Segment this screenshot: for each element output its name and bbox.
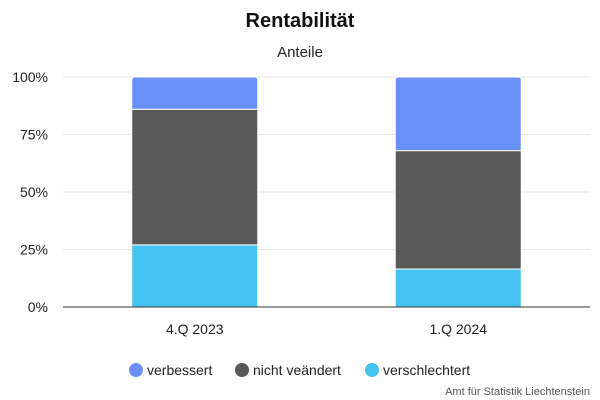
legend-label: verbessert bbox=[147, 362, 212, 378]
y-tick-label: 100% bbox=[12, 69, 48, 85]
y-axis: 0% 25% 50% 75% 100% bbox=[12, 69, 48, 315]
bars bbox=[131, 76, 522, 308]
legend-item[interactable]: verbessert bbox=[129, 362, 212, 378]
y-tick-label: 75% bbox=[20, 127, 48, 143]
x-axis: 4.Q 2023 1.Q 2024 bbox=[63, 306, 590, 337]
legend-marker bbox=[365, 363, 379, 377]
legend-item[interactable]: verschlechtert bbox=[365, 362, 470, 378]
bar-segment-verschlechtert[interactable] bbox=[131, 244, 259, 308]
x-tick-label: 4.Q 2023 bbox=[166, 321, 224, 337]
bar-segment-verschlechtert[interactable] bbox=[394, 268, 522, 308]
chart-subtitle: Anteile bbox=[277, 44, 323, 61]
chart-title: Rentabilität bbox=[246, 10, 355, 32]
y-tick-label: 50% bbox=[20, 184, 48, 200]
x-tick-label: 1.Q 2024 bbox=[429, 321, 487, 337]
legend-label: nicht veändert bbox=[253, 362, 341, 378]
y-tick-label: 0% bbox=[28, 299, 48, 315]
legend-label: verschlechtert bbox=[383, 362, 470, 378]
legend-marker bbox=[129, 363, 143, 377]
bar-segment-verbessert[interactable] bbox=[131, 76, 259, 110]
legend-marker bbox=[235, 363, 249, 377]
bar-segment-nicht-veändert[interactable] bbox=[394, 150, 522, 270]
legend-item[interactable]: nicht veändert bbox=[235, 362, 341, 378]
credit-text[interactable]: Amt für Statistik Liechtenstein bbox=[445, 386, 590, 398]
y-tick-label: 25% bbox=[20, 242, 48, 258]
legend: verbessert nicht veändert verschlechtert bbox=[129, 362, 470, 378]
bar-segment-nicht-veändert[interactable] bbox=[131, 108, 259, 246]
bar-segment-verbessert[interactable] bbox=[394, 76, 522, 152]
